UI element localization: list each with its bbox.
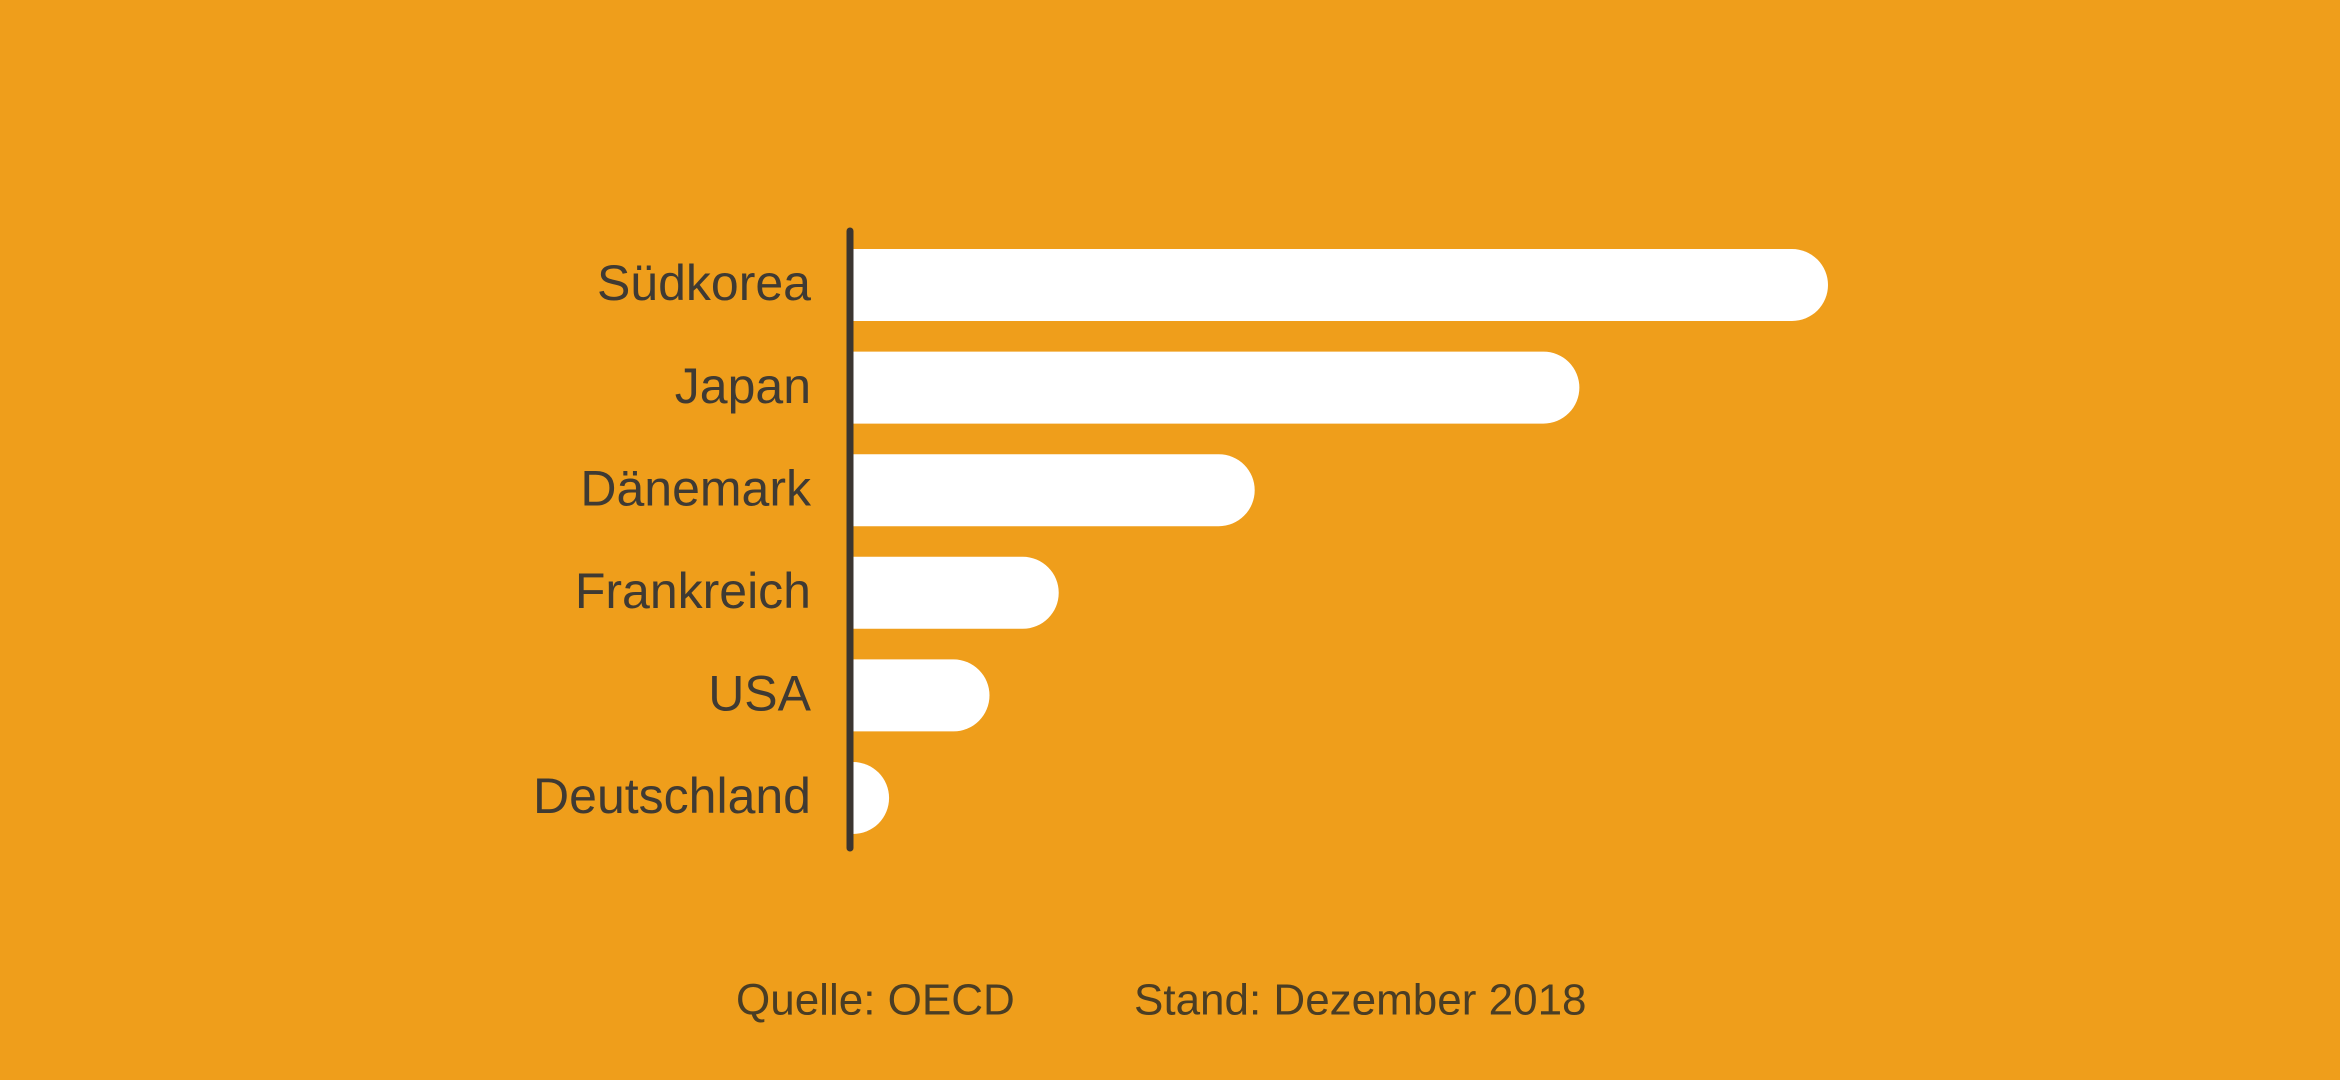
bar	[853, 659, 990, 732]
category-label: Deutschland	[533, 768, 811, 824]
bar	[853, 762, 890, 834]
bar	[853, 351, 1580, 424]
category-label: Frankreich	[575, 563, 811, 619]
bar	[853, 249, 1828, 321]
category-label: Japan	[675, 358, 811, 414]
category-label: USA	[708, 666, 811, 722]
bar	[853, 556, 1059, 629]
date-note: Stand: Dezember 2018	[1134, 976, 1587, 1025]
category-label: Südkorea	[597, 255, 811, 311]
category-label: Dänemark	[580, 460, 812, 516]
source-note: Quelle: OECD	[736, 976, 1015, 1025]
bar	[853, 454, 1255, 527]
